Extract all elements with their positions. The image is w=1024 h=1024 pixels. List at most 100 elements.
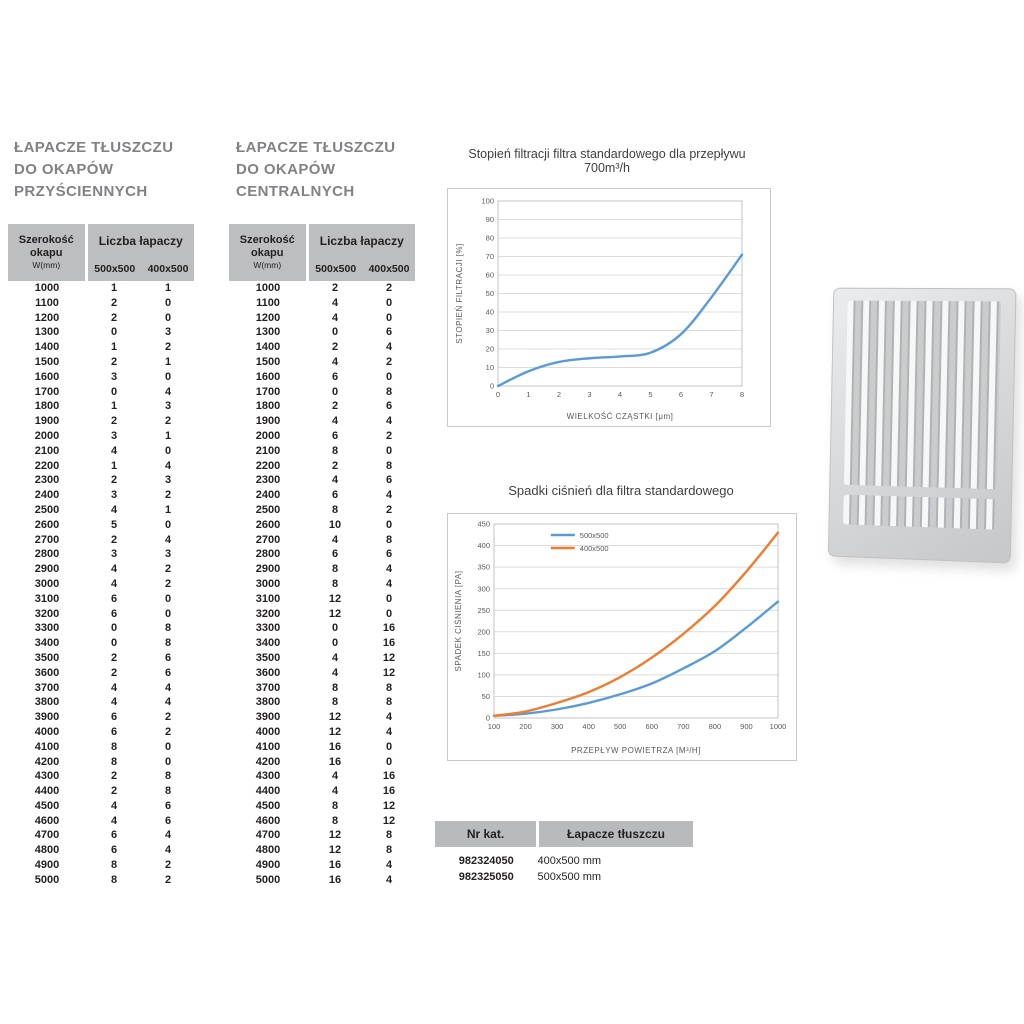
svg-text:150: 150 bbox=[477, 649, 490, 658]
trap-count-cell: 1 bbox=[142, 502, 195, 518]
trap-count-cell: 4 bbox=[307, 354, 363, 370]
hood-width-cell: 1600 bbox=[229, 369, 307, 385]
table-row: 2900 8 4 bbox=[229, 562, 416, 577]
hood-width-cell: 3800 bbox=[8, 695, 86, 711]
hood-width-cell: 2100 bbox=[229, 443, 307, 459]
table-row: 1400 2 4 bbox=[229, 340, 416, 355]
hood-width-cell: 4000 bbox=[229, 724, 307, 740]
trap-count-cell: 16 bbox=[307, 754, 363, 770]
trap-count-cell: 4 bbox=[307, 295, 363, 311]
hood-width-cell: 4100 bbox=[229, 739, 307, 755]
hood-width-cell: 1800 bbox=[8, 399, 86, 415]
trap-count-cell: 3 bbox=[86, 488, 142, 503]
catalog-number-cell: 982324050 bbox=[435, 847, 538, 869]
hood-width-cell: 2900 bbox=[229, 562, 307, 577]
trap-count-cell: 0 bbox=[363, 517, 416, 533]
svg-text:3: 3 bbox=[587, 390, 591, 399]
trap-count-cell: 4 bbox=[307, 769, 363, 785]
table-row: 1100 2 0 bbox=[8, 295, 195, 311]
trap-count-cell: 10 bbox=[307, 517, 363, 533]
trap-count-cell: 8 bbox=[363, 695, 416, 711]
hood-width-cell: 3100 bbox=[8, 591, 86, 607]
hood-width-cell: 4300 bbox=[8, 769, 86, 785]
trap-count-cell: 8 bbox=[363, 843, 416, 859]
trap-count-cell: 2 bbox=[307, 399, 363, 415]
trap-count-cell: 0 bbox=[363, 591, 416, 607]
table-row: 1900 4 4 bbox=[229, 414, 416, 429]
trap-count-cell: 2 bbox=[363, 354, 416, 370]
trap-count-cell: 4 bbox=[86, 562, 142, 577]
hood-width-cell: 5000 bbox=[229, 872, 307, 888]
trap-count-cell: 8 bbox=[86, 754, 142, 770]
svg-text:20: 20 bbox=[486, 345, 494, 354]
svg-text:200: 200 bbox=[519, 722, 532, 731]
trap-count-cell: 0 bbox=[142, 517, 195, 533]
hood-width-cell: 4600 bbox=[229, 813, 307, 829]
table-row: 3700 4 4 bbox=[8, 680, 195, 696]
table-row: 2000 6 2 bbox=[229, 428, 416, 444]
trap-count-cell: 2 bbox=[142, 858, 195, 873]
trap-count-cell: 0 bbox=[307, 384, 363, 400]
trap-count-cell: 0 bbox=[363, 310, 416, 326]
trap-count-cell: 0 bbox=[363, 369, 416, 385]
trap-count-cell: 0 bbox=[363, 443, 416, 459]
table-row: 3300 0 16 bbox=[229, 621, 416, 637]
trap-count-cell: 2 bbox=[142, 488, 195, 503]
trap-count-cell: 4 bbox=[307, 473, 363, 489]
hood-width-cell: 2700 bbox=[8, 532, 86, 548]
hood-width-cell: 2200 bbox=[229, 458, 307, 474]
trap-count-cell: 8 bbox=[307, 695, 363, 711]
title-line: PRZYŚCIENNYCH bbox=[14, 183, 148, 200]
table-row: 1200 2 0 bbox=[8, 310, 195, 326]
table-row: 2200 1 4 bbox=[8, 458, 195, 474]
svg-text:WIELKOŚĆ CZĄSTKI [μm]: WIELKOŚĆ CZĄSTKI [μm] bbox=[567, 412, 674, 421]
trap-count-cell: 8 bbox=[363, 828, 416, 844]
trap-count-cell: 2 bbox=[86, 295, 142, 311]
trap-count-cell: 4 bbox=[142, 828, 195, 844]
width-column-header: Szerokość okapu W(mm) bbox=[8, 224, 86, 281]
trap-count-cell: 2 bbox=[86, 665, 142, 681]
hood-width-cell: 5000 bbox=[8, 872, 86, 888]
hood-width-cell: 3000 bbox=[8, 576, 86, 592]
trap-count-cell: 4 bbox=[142, 843, 195, 859]
table-row: 2100 4 0 bbox=[8, 443, 195, 459]
trap-count-cell: 6 bbox=[363, 399, 416, 415]
trap-count-cell: 2 bbox=[142, 340, 195, 355]
trap-count-cell: 2 bbox=[363, 502, 416, 518]
table-row: 2500 4 1 bbox=[8, 502, 195, 518]
table-row: 4400 4 16 bbox=[229, 784, 416, 799]
svg-text:450: 450 bbox=[477, 520, 490, 529]
trap-count-cell: 0 bbox=[363, 606, 416, 622]
trap-count-cell: 6 bbox=[86, 724, 142, 740]
svg-text:6: 6 bbox=[679, 390, 683, 399]
hood-width-cell: 3600 bbox=[229, 665, 307, 681]
svg-text:400x500: 400x500 bbox=[580, 544, 609, 553]
trap-count-cell: 8 bbox=[142, 621, 195, 637]
trap-count-cell: 4 bbox=[363, 576, 416, 592]
trap-count-cell: 1 bbox=[142, 428, 195, 444]
table-row: 4200 16 0 bbox=[229, 754, 416, 770]
trap-count-cell: 4 bbox=[307, 310, 363, 326]
trap-count-cell: 3 bbox=[142, 399, 195, 415]
hood-width-cell: 3400 bbox=[8, 636, 86, 651]
hood-width-cell: 3100 bbox=[229, 591, 307, 607]
table-row: 3600 4 12 bbox=[229, 665, 416, 681]
trap-count-cell: 0 bbox=[142, 606, 195, 622]
hood-width-cell: 1300 bbox=[229, 325, 307, 341]
hood-width-cell: 4900 bbox=[8, 858, 86, 873]
trap-count-cell: 3 bbox=[142, 473, 195, 489]
hood-width-cell: 4000 bbox=[8, 724, 86, 740]
trap-count-cell: 6 bbox=[307, 369, 363, 385]
table-row: 4900 8 2 bbox=[8, 858, 195, 873]
table-row: 3800 4 4 bbox=[8, 695, 195, 711]
trap-count-cell: 16 bbox=[363, 621, 416, 637]
hood-width-cell: 2300 bbox=[229, 473, 307, 489]
trap-count-cell: 8 bbox=[307, 813, 363, 829]
trap-count-cell: 4 bbox=[307, 650, 363, 666]
svg-text:60: 60 bbox=[486, 271, 494, 280]
trap-count-cell: 8 bbox=[142, 769, 195, 785]
trap-count-cell: 8 bbox=[142, 784, 195, 799]
table-row: 3400 0 8 bbox=[8, 636, 195, 651]
hood-width-cell: 2800 bbox=[8, 547, 86, 563]
table-row: 3300 0 8 bbox=[8, 621, 195, 637]
